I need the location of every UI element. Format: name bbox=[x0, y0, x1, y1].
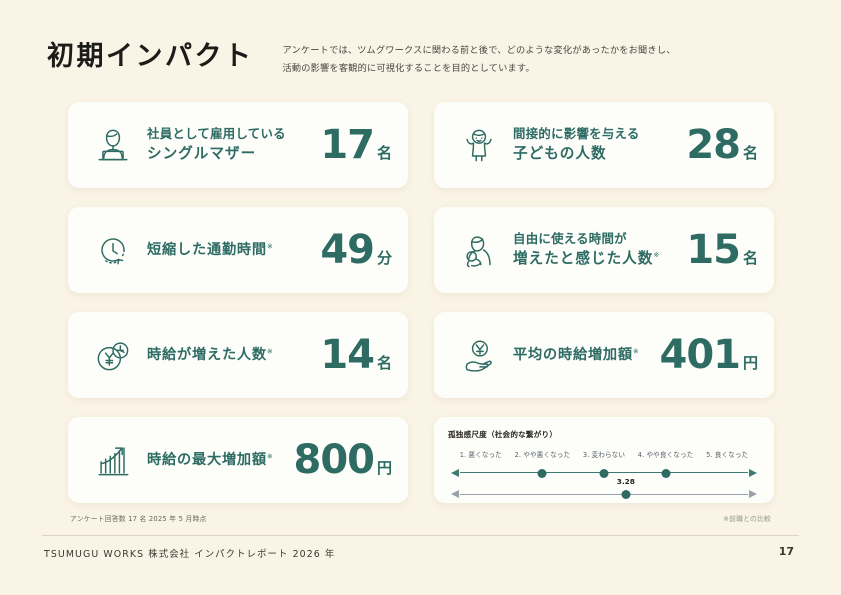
yen-coin-clock-icon bbox=[88, 330, 138, 380]
scale-dot bbox=[661, 468, 671, 478]
subtitle-line-2: 活動の影響を客観的に可視化することを目的としています。 bbox=[282, 62, 535, 74]
card-value: 15 名 bbox=[686, 230, 758, 270]
card-body: 間接的に影響を与える 子どもの人数 28 名 bbox=[513, 125, 758, 165]
card-number: 800 bbox=[293, 437, 374, 483]
stat-card-average-wage-increase: 平均の時給増加額※ 401 円 bbox=[434, 312, 774, 398]
card-unit: 名 bbox=[742, 249, 758, 267]
page-title: 初期インパクト bbox=[47, 41, 254, 72]
card-unit: 分 bbox=[376, 249, 392, 267]
stat-card-free-time-increase: 自由に使える時間が 増えたと感じた人数※ 15 名 bbox=[434, 207, 774, 293]
card-value: 800 円 bbox=[293, 440, 392, 480]
card-label-line-1: 時給の最大増加額 bbox=[147, 451, 267, 468]
card-label-line-1: 社員として雇用している bbox=[147, 126, 286, 142]
card-label-note: ※ bbox=[266, 451, 274, 460]
header: 初期インパクト アンケートでは、ツムグワークスに関わる前と後で、どのような変化が… bbox=[47, 36, 807, 78]
scale-label: 4. やや良くなった bbox=[637, 451, 694, 459]
card-body: 自由に使える時間が 増えたと感じた人数※ 15 名 bbox=[513, 230, 758, 270]
card-value: 14 名 bbox=[320, 335, 392, 375]
subtitle-line-1: アンケートでは、ツムグワークスに関わる前と後で、どのような変化があったかをお聞き… bbox=[282, 45, 676, 56]
card-unit: 名 bbox=[742, 144, 758, 162]
card-number: 14 bbox=[320, 332, 375, 378]
footer-divider bbox=[42, 535, 799, 536]
card-number: 17 bbox=[320, 122, 375, 168]
card-body: 時給の最大増加額※ 800 円 bbox=[147, 440, 392, 480]
card-label-line-1: 平均の時給増加額 bbox=[513, 346, 633, 363]
card-label-note: ※ bbox=[266, 241, 274, 250]
scale-label: 1. 悪くなった bbox=[459, 451, 502, 459]
axis-line bbox=[460, 493, 748, 495]
card-body: 社員として雇用している シングルマザー 17 名 bbox=[147, 125, 392, 165]
axis-arrow-right-icon bbox=[749, 468, 757, 477]
scale-label: 3. 変わらない bbox=[582, 451, 626, 459]
stat-card-wage-increase-count: 時給が増えた人数※ 14 名 bbox=[68, 312, 408, 398]
scale-label: 2. やや悪くなった bbox=[514, 451, 571, 459]
scale-dot bbox=[537, 468, 547, 478]
average-axis: 3.28 bbox=[448, 476, 760, 500]
mother-and-child-icon bbox=[454, 225, 504, 275]
card-label: 社員として雇用している シングルマザー bbox=[147, 125, 286, 164]
card-label-line-1: 間接的に影響を与える bbox=[513, 126, 640, 142]
card-body: 平均の時給増加額※ 401 円 bbox=[513, 335, 758, 375]
card-value: 49 分 bbox=[320, 230, 392, 270]
stat-card-max-wage-increase: 時給の最大増加額※ 800 円 bbox=[68, 417, 408, 503]
card-label-line-1: 自由に使える時間が bbox=[513, 231, 627, 247]
page-number: 17 bbox=[778, 545, 794, 558]
footnote-left: アンケート回答数 17 名 2025 年 5 月時点 bbox=[70, 515, 207, 523]
card-number: 49 bbox=[320, 227, 375, 273]
card-label: 間接的に影響を与える 子どもの人数 bbox=[513, 125, 640, 164]
axis-arrow-left-icon bbox=[451, 490, 459, 499]
scale-labels: 1. 悪くなった 2. やや悪くなった 3. 変わらない 4. やや良くなった … bbox=[448, 449, 760, 459]
card-value: 28 名 bbox=[686, 125, 758, 165]
hand-holding-yen-icon bbox=[454, 330, 504, 380]
card-label-note: ※ bbox=[266, 346, 274, 355]
stats-grid: 社員として雇用している シングルマザー 17 名 bbox=[68, 102, 774, 503]
average-dot bbox=[621, 490, 631, 500]
footer-text: TSUMUGU WORKS 株式会社 インパクトレポート 2026 年 bbox=[44, 549, 336, 560]
scale-dot bbox=[599, 468, 609, 478]
growth-chart-icon bbox=[88, 435, 138, 485]
distribution-axis bbox=[448, 465, 760, 478]
card-number: 28 bbox=[686, 122, 741, 168]
card-label: 自由に使える時間が 増えたと感じた人数※ bbox=[513, 230, 660, 269]
card-value: 17 名 bbox=[320, 125, 392, 165]
loneliness-scale-panel: 孤独感尺度（社会的な繋がり） 1. 悪くなった 2. やや悪くなった 3. 変わ… bbox=[434, 417, 774, 503]
woman-at-laptop-icon bbox=[88, 120, 138, 170]
card-label-line-2: 増えたと感じた人数※ bbox=[513, 248, 660, 269]
scale-label: 5. 良くなった bbox=[706, 451, 749, 459]
card-label-note: ※ bbox=[653, 251, 661, 260]
card-label: 短縮した通勤時間※ bbox=[147, 240, 274, 261]
card-unit: 名 bbox=[376, 354, 392, 372]
stat-card-employed-single-mothers: 社員として雇用している シングルマザー 17 名 bbox=[68, 102, 408, 188]
card-unit: 円 bbox=[376, 459, 392, 477]
footnote-right: ※前職との比較 bbox=[723, 515, 771, 523]
average-value: 3.28 bbox=[616, 476, 635, 486]
axis-arrow-right-icon bbox=[749, 490, 757, 499]
card-number: 401 bbox=[659, 332, 740, 378]
card-label-line-1: 時給が増えた人数 bbox=[147, 346, 267, 363]
card-body: 時給が増えた人数※ 14 名 bbox=[147, 335, 392, 375]
card-value: 401 円 bbox=[659, 335, 758, 375]
card-unit: 円 bbox=[742, 354, 758, 372]
card-label-line-2: 子どもの人数 bbox=[513, 145, 607, 163]
card-label: 平均の時給増加額※ bbox=[513, 345, 640, 366]
card-label-line-2: シングルマザー bbox=[147, 145, 257, 163]
card-label: 時給が増えた人数※ bbox=[147, 345, 274, 366]
card-body: 短縮した通勤時間※ 49 分 bbox=[147, 230, 392, 270]
stat-card-commute-time-saved: 短縮した通勤時間※ 49 分 bbox=[68, 207, 408, 293]
card-unit: 名 bbox=[376, 144, 392, 162]
axis-arrow-left-icon bbox=[451, 468, 459, 477]
child-arms-raised-icon bbox=[454, 120, 504, 170]
card-label-line-2-text: 増えたと感じた人数 bbox=[513, 250, 654, 268]
scale-title: 孤独感尺度（社会的な繋がり） bbox=[448, 430, 558, 439]
card-label: 時給の最大増加額※ bbox=[147, 450, 274, 471]
card-number: 15 bbox=[686, 227, 741, 273]
card-label-note: ※ bbox=[632, 346, 640, 355]
page-subtitle: アンケートでは、ツムグワークスに関わる前と後で、どのような変化があったかをお聞き… bbox=[283, 36, 676, 78]
stat-card-children-impacted: 間接的に影響を与える 子どもの人数 28 名 bbox=[434, 102, 774, 188]
card-label-line-1: 短縮した通勤時間 bbox=[147, 241, 267, 258]
clock-arrow-icon bbox=[88, 225, 138, 275]
